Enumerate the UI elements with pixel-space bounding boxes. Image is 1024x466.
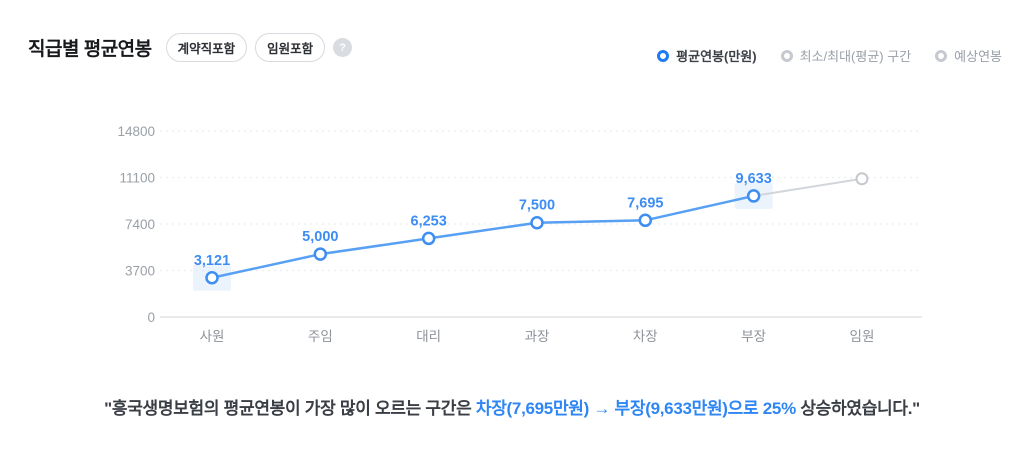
x-axis-label-과장: 과장 — [525, 329, 550, 344]
summary-suffix: 상승하였습니다." — [795, 399, 920, 418]
data-point-부장[interactable] — [746, 189, 761, 203]
y-axis-tick-label: 0 — [147, 310, 155, 325]
summary-highlight: 차장(7,695만원) → 부장(9,633만원)으로 25% — [475, 399, 796, 418]
chart-header: 직급별 평균연봉 계약직포함 임원포함 ? — [28, 33, 353, 62]
y-axis-tick-label: 14800 — [117, 124, 155, 139]
page-title: 직급별 평균연봉 — [28, 39, 152, 60]
y-axis-tick-label: 11100 — [119, 171, 155, 186]
estimate-line-segment — [753, 177, 863, 197]
legend-ring-icon — [780, 49, 793, 62]
y-axis-tick-label: 3700 — [125, 264, 155, 279]
x-axis-label-대리: 대리 — [416, 329, 441, 344]
value-label-부장: 9,633 — [736, 171, 772, 187]
value-label-과장: 7,500 — [519, 198, 555, 214]
x-axis-label-임원: 임원 — [850, 329, 875, 344]
legend-label: 최소/최대(평균) 구간 — [799, 49, 912, 64]
legend-item-expected-salary[interactable]: 예상연봉 — [935, 46, 1002, 65]
chart-legend: 평균연봉(만원) 최소/최대(평균) 구간 예상연봉 — [657, 46, 1002, 65]
data-point-임원[interactable] — [855, 172, 869, 186]
value-label-차장: 7,695 — [627, 195, 663, 211]
x-axis-label-주임: 주임 — [308, 329, 333, 344]
x-axis-label-차장: 차장 — [633, 329, 658, 344]
badge-executive-included: 임원포함 — [255, 33, 326, 62]
legend-item-average-salary[interactable]: 평균연봉(만원) — [657, 46, 757, 65]
x-axis-label-사원: 사원 — [200, 329, 225, 344]
legend-label: 예상연봉 — [954, 49, 1002, 64]
help-icon[interactable]: ? — [333, 38, 353, 57]
data-point-사원[interactable] — [205, 271, 219, 285]
legend-item-min-max-range[interactable]: 최소/최대(평균) 구간 — [780, 46, 912, 65]
data-point-주임[interactable] — [313, 247, 328, 261]
average-salary-line — [211, 194, 754, 279]
legend-ring-icon — [935, 49, 948, 62]
data-point-과장[interactable] — [530, 215, 544, 230]
x-axis-label-부장: 부장 — [741, 329, 766, 344]
summary-sentence: "흥국생명보험의 평균연봉이 가장 많이 오르는 구간은 차장(7,695만원)… — [0, 394, 1024, 419]
data-point-차장[interactable] — [638, 213, 653, 228]
y-axis-tick-label: 7400 — [125, 217, 155, 232]
value-label-사원: 3,121 — [194, 253, 230, 269]
value-label-주임: 5,000 — [302, 229, 338, 245]
badge-contract-included: 계약직포함 — [165, 33, 248, 62]
legend-label: 평균연봉(만원) — [676, 49, 757, 64]
summary-prefix: "흥국생명보험의 평균연봉이 가장 많이 오르는 구간은 — [104, 399, 476, 418]
value-label-대리: 6,253 — [411, 213, 447, 229]
data-point-대리[interactable] — [421, 231, 436, 246]
legend-ring-icon — [657, 49, 670, 62]
